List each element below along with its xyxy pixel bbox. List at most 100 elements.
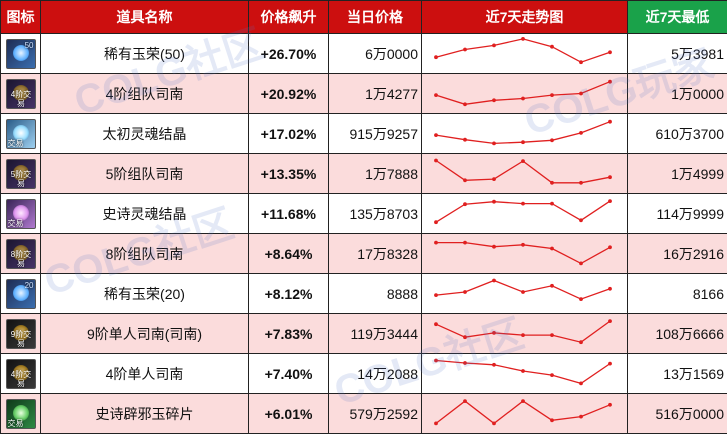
trend-point-2 xyxy=(492,177,496,181)
icon-trade-label: 9阶交易 xyxy=(10,329,32,348)
icon-cell: 20 xyxy=(0,273,41,314)
icon-cell: 9阶交易 xyxy=(0,313,41,354)
trend-point-0 xyxy=(434,358,438,363)
price-change: +7.83% xyxy=(248,313,329,354)
trend-point-5 xyxy=(579,218,583,223)
icon-glyph xyxy=(12,284,29,301)
trend-point-4 xyxy=(550,283,554,288)
header-trend: 近7天走势图 xyxy=(421,0,628,34)
trend-point-0 xyxy=(434,55,438,60)
table-row: 9阶交易 9阶单人司南(司南) +7.83% 119万3444 108万6666 xyxy=(0,313,727,354)
trend-point-4 xyxy=(550,138,554,143)
price-change: +8.64% xyxy=(248,233,329,274)
trend-point-0 xyxy=(434,240,438,245)
trend-point-6 xyxy=(608,199,612,203)
trend-cell xyxy=(421,113,628,154)
trend-line xyxy=(435,320,611,343)
lowest-price: 1万4999 xyxy=(627,153,727,194)
icon-cell: 4阶交易 xyxy=(0,73,41,114)
icon-trade-label: 交易 xyxy=(7,418,24,428)
trend-point-5 xyxy=(579,381,583,386)
trend-cell xyxy=(421,153,628,194)
trend-point-5 xyxy=(579,414,583,419)
trend-point-3 xyxy=(521,37,525,41)
header-icon: 图标 xyxy=(0,0,41,34)
header-today-price: 当日价格 xyxy=(328,0,422,34)
trend-sparkline xyxy=(434,399,612,426)
team-compass-icon: 8阶交易 xyxy=(5,238,36,269)
icon-glyph xyxy=(12,324,29,341)
trend-sparkline xyxy=(434,119,612,146)
item-name: 4阶组队司南 xyxy=(40,73,249,114)
price-change: +11.68% xyxy=(248,193,329,234)
trend-point-4 xyxy=(550,418,554,423)
trend-point-1 xyxy=(463,137,467,142)
trend-point-1 xyxy=(463,178,467,183)
trend-point-5 xyxy=(579,340,583,345)
trend-line xyxy=(435,121,611,145)
trend-point-2 xyxy=(492,421,496,426)
trend-point-2 xyxy=(492,362,496,367)
item-name: 史诗辟邪玉碎片 xyxy=(40,393,249,434)
icon-cell: 50 xyxy=(0,33,41,74)
icon-level-label: 50 xyxy=(24,40,34,50)
trend-point-3 xyxy=(521,201,525,206)
trend-point-5 xyxy=(579,180,583,185)
trend-point-2 xyxy=(492,278,496,283)
icon-trade-label: 8阶交易 xyxy=(10,249,32,268)
trend-point-0 xyxy=(434,133,438,137)
trend-sparkline xyxy=(434,358,612,386)
today-price: 8888 xyxy=(328,273,422,314)
lowest-price: 13万1569 xyxy=(627,353,727,394)
table-row: 交易 史诗辟邪玉碎片 +6.01% 579万2592 516万0000 xyxy=(0,393,727,434)
trend-sparkline xyxy=(434,37,612,65)
trend-point-4 xyxy=(550,373,554,377)
lowest-price: 114万9999 xyxy=(627,193,727,234)
team-compass-icon: 5阶交易 xyxy=(5,158,36,189)
table-row: 交易 太初灵魂结晶 +17.02% 915万9257 610万3700 xyxy=(0,113,727,154)
trend-line xyxy=(435,159,611,184)
trend-point-3 xyxy=(521,242,525,247)
trend-line xyxy=(435,400,611,425)
icon-glyph xyxy=(12,364,29,381)
price-change: +6.01% xyxy=(248,393,329,434)
item-name: 稀有玉荣(20) xyxy=(40,273,249,314)
price-change: +13.35% xyxy=(248,153,329,194)
today-price: 135万8703 xyxy=(328,193,422,234)
trend-sparkline xyxy=(434,158,612,185)
trend-point-1 xyxy=(463,47,467,52)
price-change: +8.12% xyxy=(248,273,329,314)
trend-point-2 xyxy=(492,43,496,48)
trend-cell xyxy=(421,313,628,354)
today-price: 14万2088 xyxy=(328,353,422,394)
trend-cell xyxy=(421,353,628,394)
icon-trade-label: 4阶交易 xyxy=(10,89,32,108)
trend-sparkline xyxy=(434,278,612,301)
trend-point-3 xyxy=(521,96,525,101)
item-name: 史诗灵魂结晶 xyxy=(40,193,249,234)
trend-point-3 xyxy=(521,140,525,145)
trend-point-6 xyxy=(608,361,612,366)
table-row: 8阶交易 8阶组队司南 +8.64% 17万8328 16万2916 xyxy=(0,233,727,274)
item-name: 稀有玉荣(50) xyxy=(40,33,249,74)
header-lowest: 近7天最低 xyxy=(627,0,727,34)
trend-point-1 xyxy=(463,399,467,403)
trend-point-4 xyxy=(550,93,554,97)
icon-glyph xyxy=(12,164,29,181)
icon-cell: 4阶交易 xyxy=(0,353,41,394)
icon-glyph xyxy=(12,204,29,221)
price-change: +17.02% xyxy=(248,113,329,154)
table-row: 5阶交易 5阶组队司南 +13.35% 1万7888 1万4999 xyxy=(0,153,727,194)
trend-point-1 xyxy=(463,335,467,340)
trend-point-2 xyxy=(492,141,496,146)
lowest-price: 108万6666 xyxy=(627,313,727,354)
icon-cell: 交易 xyxy=(0,113,41,154)
item-name: 8阶组队司南 xyxy=(40,233,249,274)
epic-soul-crystal-icon: 交易 xyxy=(5,198,36,229)
icon-trade-label: 交易 xyxy=(7,138,24,148)
header-name: 道具名称 xyxy=(40,0,249,34)
trend-cell xyxy=(421,33,628,74)
today-price: 6万0000 xyxy=(328,33,422,74)
trend-point-0 xyxy=(434,220,438,225)
trend-point-5 xyxy=(579,297,583,301)
